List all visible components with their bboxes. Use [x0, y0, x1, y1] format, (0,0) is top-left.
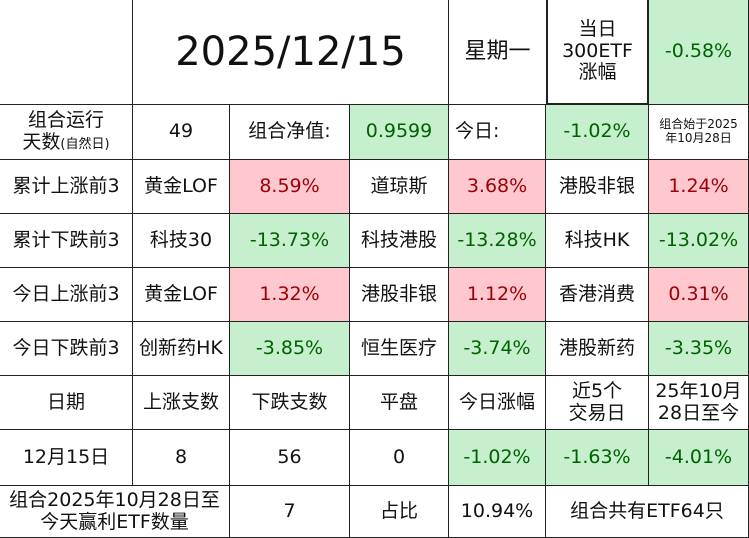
- stats-header-since: 25年10月 28日至今: [649, 376, 749, 430]
- etf-name: 港股新药: [546, 322, 649, 376]
- etf-name: 科技港股: [350, 214, 449, 268]
- etf-name: 港股非银: [350, 268, 449, 322]
- etf-change-value: 3.68%: [449, 160, 546, 214]
- start-date-line1: 组合始于2025: [659, 117, 738, 132]
- etf-change-value: -13.73%: [230, 214, 350, 268]
- ratio-label: 占比: [350, 486, 449, 538]
- etf-name: 科技HK: [546, 214, 649, 268]
- etf-change-value: 1.24%: [649, 160, 749, 214]
- since-line1: 25年10月: [655, 379, 742, 402]
- etf-change-value: -3.74%: [449, 322, 546, 376]
- etf-300-label: 当日 300ETF 涨幅: [546, 0, 649, 105]
- profit-label-line2: 今天赢利ETF数量: [40, 510, 189, 533]
- etf-name: 恒生医疗: [350, 322, 449, 376]
- run-days-value: 49: [133, 105, 230, 160]
- start-date-line2: 年10月28日: [665, 131, 732, 145]
- etf-change-value: -3.35%: [649, 322, 749, 376]
- stats-header-today: 今日涨幅: [449, 376, 546, 430]
- etf-change-value: -3.85%: [230, 322, 350, 376]
- run-days-label-main: 组合运行: [27, 109, 104, 132]
- profit-count: 7: [230, 486, 350, 538]
- etf-name: 道琼斯: [350, 160, 449, 214]
- report-date: 2025/12/15: [133, 0, 449, 105]
- etf-label-line1: 当日: [578, 17, 617, 40]
- stats-header-up: 上涨支数: [133, 376, 230, 430]
- run-days-label-sub: 天数: [22, 131, 61, 153]
- rank-row-label: 累计上涨前3: [0, 160, 133, 214]
- profit-label-line1: 组合2025年10月28日至: [9, 488, 220, 511]
- etf-name: 港股非银: [546, 160, 649, 214]
- run-days-label: 组合运行 天数(自然日): [0, 105, 133, 160]
- stats-date: 12月15日: [0, 430, 133, 486]
- portfolio-start-date: 组合始于2025 年10月28日: [649, 105, 749, 160]
- rank-row-label: 累计下跌前3: [0, 214, 133, 268]
- nav-label: 组合净值:: [230, 105, 350, 160]
- stats-recent5-change: -1.63%: [546, 430, 649, 486]
- etf-name: 黄金LOF: [133, 160, 230, 214]
- stats-down-count: 56: [230, 430, 350, 486]
- rank-row-label: 今日上涨前3: [0, 268, 133, 322]
- etf-change-value: 1.32%: [230, 268, 350, 322]
- rank-row-label: 今日下跌前3: [0, 322, 133, 376]
- etf-name: 科技30: [133, 214, 230, 268]
- total-etf-count: 组合共有ETF64只: [546, 486, 749, 538]
- stats-flat-count: 0: [350, 430, 449, 486]
- profit-count-label: 组合2025年10月28日至 今天赢利ETF数量: [0, 486, 230, 538]
- recent5-line1: 近5个: [571, 379, 623, 402]
- nav-value: 0.9599: [350, 105, 449, 160]
- stats-header-date: 日期: [0, 376, 133, 430]
- header-blank: [0, 0, 133, 105]
- etf-change-value: 0.31%: [649, 268, 749, 322]
- etf-change-value: -13.02%: [649, 214, 749, 268]
- etf-name: 创新药HK: [133, 322, 230, 376]
- etf-change-value: -13.28%: [449, 214, 546, 268]
- run-days-label-note: (自然日): [60, 137, 110, 152]
- etf-name: 黄金LOF: [133, 268, 230, 322]
- stats-header-down: 下跌支数: [230, 376, 350, 430]
- stats-since-change: -4.01%: [649, 430, 749, 486]
- stats-up-count: 8: [133, 430, 230, 486]
- today-value: -1.02%: [546, 105, 649, 160]
- weekday: 星期一: [449, 0, 547, 105]
- ratio-value: 10.94%: [449, 486, 546, 538]
- stats-header-flat: 平盘: [350, 376, 449, 430]
- stats-today-change: -1.02%: [449, 430, 546, 486]
- etf-name: 香港消费: [546, 268, 649, 322]
- today-label: 今日:: [449, 105, 546, 160]
- etf-change-value: 8.59%: [230, 160, 350, 214]
- etf-change-value: 1.12%: [449, 268, 546, 322]
- etf-label-line2: 300ETF: [562, 39, 633, 62]
- stats-header-recent5: 近5个 交易日: [546, 376, 649, 430]
- etf-300-change: -0.58%: [649, 0, 749, 105]
- etf-label-line3: 涨幅: [578, 61, 617, 84]
- recent5-line2: 交易日: [568, 401, 626, 424]
- since-line2: 28日至今: [657, 401, 740, 424]
